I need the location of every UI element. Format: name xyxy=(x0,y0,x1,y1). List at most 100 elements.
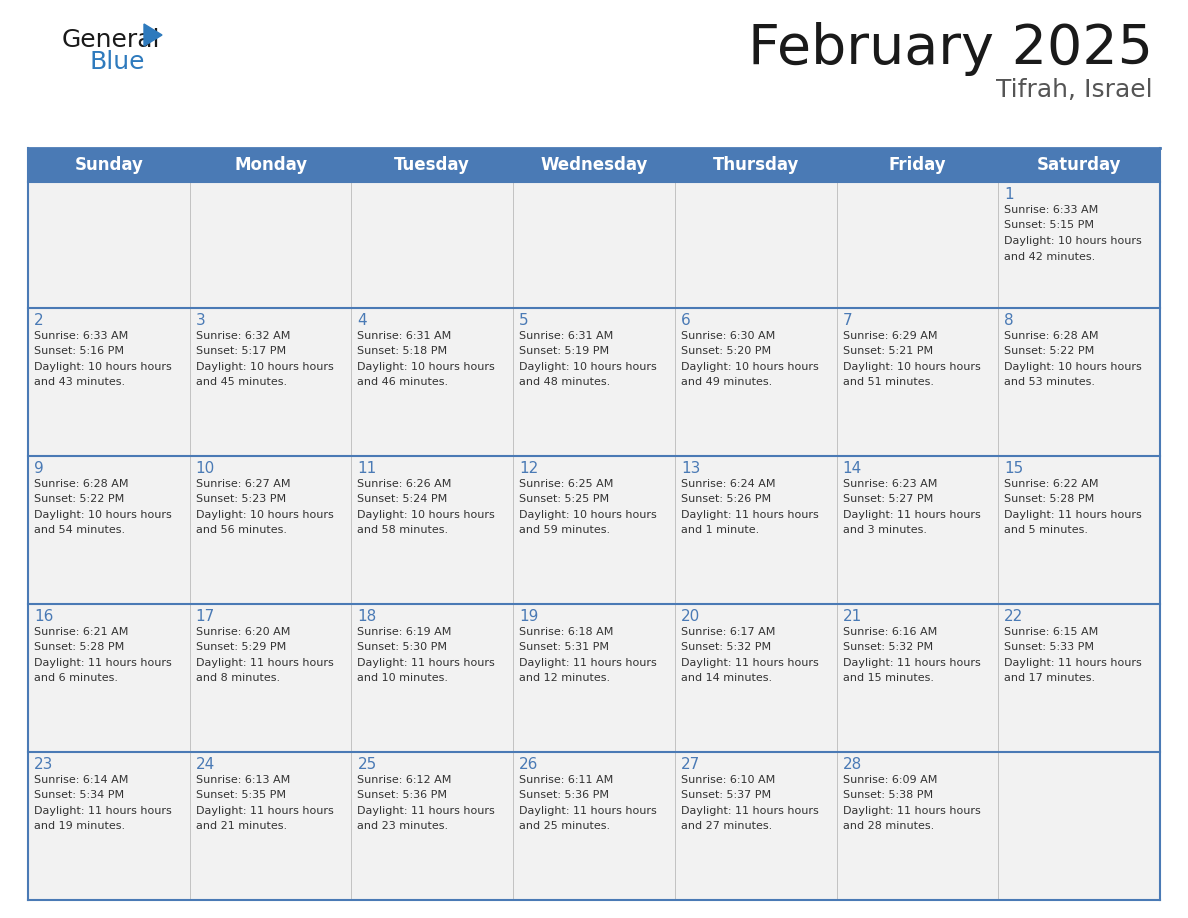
Bar xyxy=(836,604,998,752)
Bar xyxy=(29,455,190,604)
Text: 27: 27 xyxy=(681,757,700,772)
Text: Sunset: 5:21 PM: Sunset: 5:21 PM xyxy=(842,346,933,356)
Text: 20: 20 xyxy=(681,609,700,624)
Text: and 54 minutes.: and 54 minutes. xyxy=(34,525,125,535)
Text: 6: 6 xyxy=(681,313,690,328)
Bar xyxy=(998,604,1159,752)
Text: and 17 minutes.: and 17 minutes. xyxy=(1004,673,1095,683)
Text: and 10 minutes.: and 10 minutes. xyxy=(358,673,448,683)
Text: Sunset: 5:16 PM: Sunset: 5:16 PM xyxy=(34,346,124,356)
Text: and 58 minutes.: and 58 minutes. xyxy=(358,525,449,535)
Text: Daylight: 11 hours hours: Daylight: 11 hours hours xyxy=(681,509,819,520)
Text: Sunset: 5:22 PM: Sunset: 5:22 PM xyxy=(1004,346,1094,356)
Text: and 27 minutes.: and 27 minutes. xyxy=(681,822,772,832)
Text: Sunrise: 6:33 AM: Sunrise: 6:33 AM xyxy=(1004,205,1099,215)
Text: and 28 minutes.: and 28 minutes. xyxy=(842,822,934,832)
Bar xyxy=(675,308,836,455)
Text: and 49 minutes.: and 49 minutes. xyxy=(681,377,772,387)
Text: Daylight: 10 hours hours: Daylight: 10 hours hours xyxy=(196,509,334,520)
Text: Sunrise: 6:27 AM: Sunrise: 6:27 AM xyxy=(196,479,290,488)
Text: Sunrise: 6:20 AM: Sunrise: 6:20 AM xyxy=(196,627,290,637)
Bar xyxy=(513,752,675,900)
Text: 14: 14 xyxy=(842,461,861,476)
Text: Daylight: 10 hours hours: Daylight: 10 hours hours xyxy=(34,362,172,372)
Text: Sunset: 5:23 PM: Sunset: 5:23 PM xyxy=(196,494,286,504)
Text: Daylight: 11 hours hours: Daylight: 11 hours hours xyxy=(1004,509,1142,520)
Text: Sunset: 5:24 PM: Sunset: 5:24 PM xyxy=(358,494,448,504)
Bar xyxy=(352,308,513,455)
Text: Daylight: 11 hours hours: Daylight: 11 hours hours xyxy=(358,806,495,816)
Text: and 48 minutes.: and 48 minutes. xyxy=(519,377,611,387)
Bar xyxy=(352,182,513,308)
Text: and 59 minutes.: and 59 minutes. xyxy=(519,525,611,535)
Text: 3: 3 xyxy=(196,313,206,328)
Text: and 25 minutes.: and 25 minutes. xyxy=(519,822,611,832)
Text: Monday: Monday xyxy=(234,156,308,174)
Text: 26: 26 xyxy=(519,757,538,772)
Text: and 21 minutes.: and 21 minutes. xyxy=(196,822,286,832)
Text: Daylight: 11 hours hours: Daylight: 11 hours hours xyxy=(842,658,980,667)
Text: Daylight: 10 hours hours: Daylight: 10 hours hours xyxy=(196,362,334,372)
Text: Sunset: 5:19 PM: Sunset: 5:19 PM xyxy=(519,346,609,356)
Bar xyxy=(352,752,513,900)
Bar xyxy=(190,604,352,752)
Text: and 6 minutes.: and 6 minutes. xyxy=(34,673,118,683)
Text: Sunrise: 6:17 AM: Sunrise: 6:17 AM xyxy=(681,627,776,637)
Bar xyxy=(998,455,1159,604)
Text: 12: 12 xyxy=(519,461,538,476)
Text: Sunrise: 6:31 AM: Sunrise: 6:31 AM xyxy=(519,330,613,341)
Text: Daylight: 10 hours hours: Daylight: 10 hours hours xyxy=(842,362,980,372)
Text: Sunrise: 6:26 AM: Sunrise: 6:26 AM xyxy=(358,479,451,488)
Text: Sunrise: 6:12 AM: Sunrise: 6:12 AM xyxy=(358,775,451,785)
Text: and 19 minutes.: and 19 minutes. xyxy=(34,822,125,832)
Bar xyxy=(190,752,352,900)
Text: Sunrise: 6:18 AM: Sunrise: 6:18 AM xyxy=(519,627,613,637)
Text: Sunset: 5:33 PM: Sunset: 5:33 PM xyxy=(1004,643,1094,653)
Text: Sunrise: 6:19 AM: Sunrise: 6:19 AM xyxy=(358,627,451,637)
Text: Sunrise: 6:28 AM: Sunrise: 6:28 AM xyxy=(1004,330,1099,341)
Text: 28: 28 xyxy=(842,757,861,772)
Text: Sunset: 5:32 PM: Sunset: 5:32 PM xyxy=(842,643,933,653)
Text: 5: 5 xyxy=(519,313,529,328)
Text: Sunday: Sunday xyxy=(75,156,144,174)
Polygon shape xyxy=(144,24,162,46)
Text: Sunrise: 6:23 AM: Sunrise: 6:23 AM xyxy=(842,479,937,488)
Text: Daylight: 11 hours hours: Daylight: 11 hours hours xyxy=(358,658,495,667)
Bar xyxy=(675,182,836,308)
Text: and 3 minutes.: and 3 minutes. xyxy=(842,525,927,535)
Text: Daylight: 10 hours hours: Daylight: 10 hours hours xyxy=(358,362,495,372)
Text: and 56 minutes.: and 56 minutes. xyxy=(196,525,286,535)
Bar xyxy=(190,308,352,455)
Text: 22: 22 xyxy=(1004,609,1024,624)
Text: and 12 minutes.: and 12 minutes. xyxy=(519,673,611,683)
Text: 23: 23 xyxy=(34,757,53,772)
Text: Saturday: Saturday xyxy=(1037,156,1121,174)
Text: 1: 1 xyxy=(1004,187,1013,202)
Text: and 23 minutes.: and 23 minutes. xyxy=(358,822,449,832)
Text: February 2025: February 2025 xyxy=(748,22,1154,76)
Text: 21: 21 xyxy=(842,609,861,624)
Text: Sunrise: 6:11 AM: Sunrise: 6:11 AM xyxy=(519,775,613,785)
Text: Daylight: 10 hours hours: Daylight: 10 hours hours xyxy=(519,362,657,372)
Text: 24: 24 xyxy=(196,757,215,772)
Text: Sunset: 5:26 PM: Sunset: 5:26 PM xyxy=(681,494,771,504)
Text: 19: 19 xyxy=(519,609,538,624)
Text: Sunset: 5:37 PM: Sunset: 5:37 PM xyxy=(681,790,771,800)
Text: Sunset: 5:31 PM: Sunset: 5:31 PM xyxy=(519,643,609,653)
Text: Sunset: 5:32 PM: Sunset: 5:32 PM xyxy=(681,643,771,653)
Bar xyxy=(513,182,675,308)
Text: Sunset: 5:18 PM: Sunset: 5:18 PM xyxy=(358,346,448,356)
Bar xyxy=(29,604,190,752)
Bar xyxy=(513,455,675,604)
Text: and 53 minutes.: and 53 minutes. xyxy=(1004,377,1095,387)
Bar xyxy=(29,148,1159,182)
Text: Thursday: Thursday xyxy=(713,156,798,174)
Bar xyxy=(29,308,190,455)
Text: Daylight: 11 hours hours: Daylight: 11 hours hours xyxy=(681,806,819,816)
Text: Sunrise: 6:21 AM: Sunrise: 6:21 AM xyxy=(34,627,128,637)
Bar xyxy=(836,308,998,455)
Text: Sunset: 5:28 PM: Sunset: 5:28 PM xyxy=(34,643,125,653)
Text: Daylight: 10 hours hours: Daylight: 10 hours hours xyxy=(681,362,819,372)
Text: Tifrah, Israel: Tifrah, Israel xyxy=(997,78,1154,102)
Text: General: General xyxy=(62,28,160,52)
